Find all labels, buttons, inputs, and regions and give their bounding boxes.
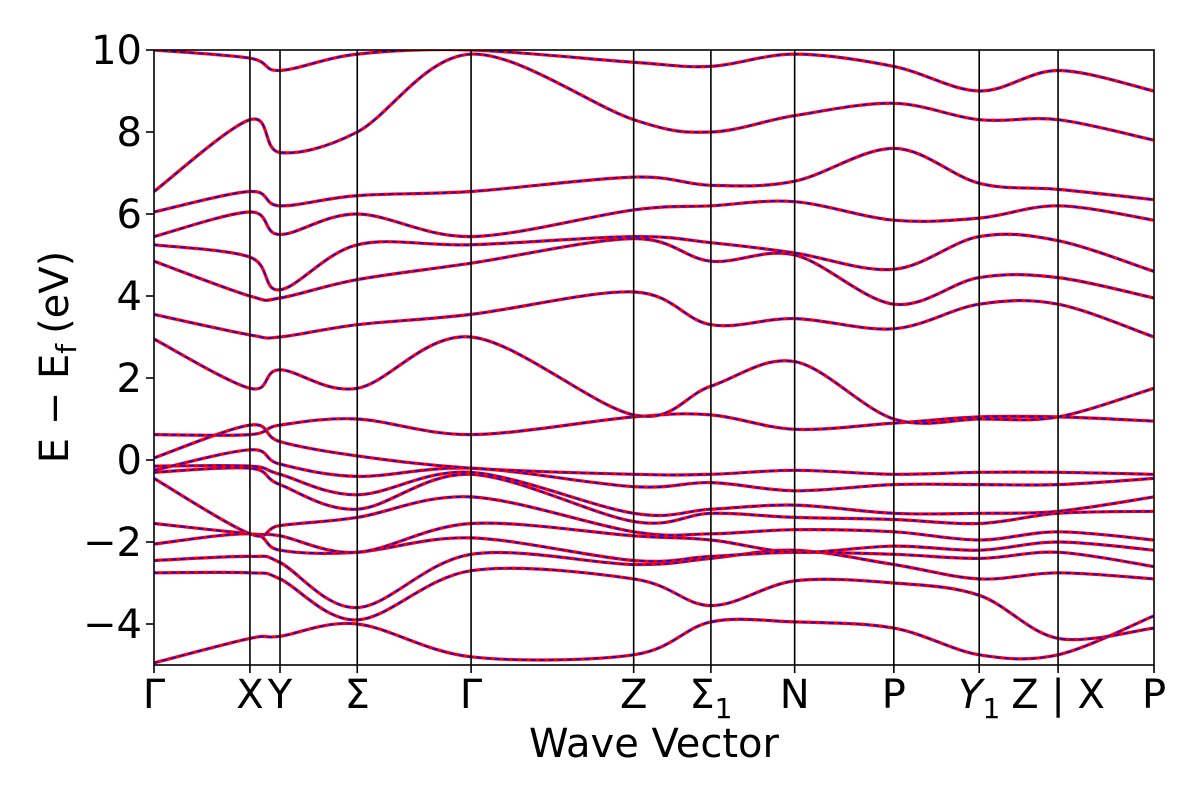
- y-tick-label: −4: [83, 602, 142, 648]
- band-line-dashed-3: [154, 532, 1154, 568]
- x-axis-label: Wave Vector: [529, 721, 780, 767]
- x-tick-label: Y1: [958, 672, 1000, 725]
- x-tick-label: P: [1142, 672, 1166, 718]
- x-tick-label: Z | X: [1011, 672, 1105, 718]
- x-tick-label: Z: [620, 672, 647, 718]
- x-tick-label: X: [236, 672, 263, 718]
- y-axis-label-subscript: f: [50, 343, 83, 354]
- y-tick-label: 4: [117, 274, 142, 320]
- band-line-dashed-8: [154, 448, 1154, 492]
- x-tick-label: Σ1: [689, 672, 732, 725]
- x-tick-label: Γ: [143, 672, 166, 718]
- x-tick-label: Γ: [460, 672, 483, 718]
- x-tick-label: Y: [267, 672, 293, 718]
- x-tick-label: N: [780, 672, 810, 718]
- plot-area: [154, 50, 1154, 665]
- y-axis-label: E − Ef (eV): [32, 251, 83, 464]
- y-tick-label: −2: [83, 520, 142, 566]
- y-axis-label-unit: (eV): [32, 251, 78, 334]
- y-axis-label-main: E − E: [32, 354, 78, 464]
- y-tick-label: 6: [117, 192, 142, 238]
- y-tick-label: 8: [117, 110, 142, 156]
- y-tick-label: 10: [91, 28, 142, 74]
- y-tick-label: 2: [117, 356, 142, 402]
- plot-frame: [153, 49, 1155, 666]
- x-tick-label: Σ: [345, 672, 370, 718]
- y-tick-label: 0: [117, 438, 142, 484]
- x-tick-label: P: [882, 672, 906, 718]
